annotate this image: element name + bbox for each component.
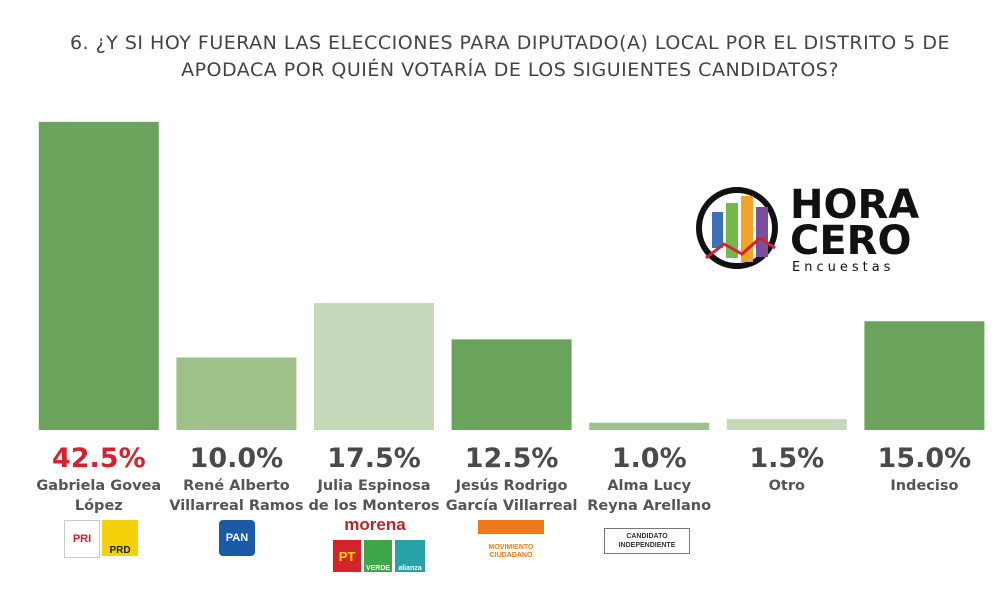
logo-bar xyxy=(756,207,768,257)
category-label: Julia Espinosa de los Monteros xyxy=(308,478,440,514)
value-label: 17.5% xyxy=(327,443,421,474)
category-label: Indeciso xyxy=(890,478,959,494)
bar xyxy=(726,419,847,430)
chart-title: 6. ¿Y SI HOY FUERAN LAS ELECCIONES PARA … xyxy=(69,32,951,81)
party-logo: PT xyxy=(333,540,361,572)
logo-bar xyxy=(712,212,723,248)
value-label: 42.5% xyxy=(51,443,146,474)
logo-bar xyxy=(726,203,738,258)
party-logo: PRD xyxy=(102,520,138,556)
bar xyxy=(589,422,710,430)
value-label: 1.0% xyxy=(611,443,687,474)
value-label: 15.0% xyxy=(877,443,972,474)
bar xyxy=(38,121,159,430)
party-logo: MOVIMIENTO CIUDADANO xyxy=(478,520,544,560)
brand-name: CERO xyxy=(790,218,911,264)
category-label: Alma Lucy Reyna Arellano xyxy=(587,478,712,514)
party-logo: PRI xyxy=(64,520,100,558)
category-label: Otro xyxy=(768,478,805,494)
brand-name: HORA xyxy=(790,182,919,228)
brand-logo: HORA CERO Encuestas xyxy=(696,182,919,275)
category-label: René Alberto Villarreal Ramos xyxy=(169,478,304,514)
value-label: 1.5% xyxy=(749,443,825,474)
bar xyxy=(864,321,985,430)
logo-line xyxy=(705,236,776,260)
brand-tagline: Encuestas xyxy=(792,260,894,275)
party-logo: CANDIDATO INDEPENDIENTE xyxy=(604,528,690,554)
category-label: Gabriela Govea López xyxy=(36,478,162,514)
party-logo: alianza xyxy=(395,540,425,572)
category-label: Jesús Rodrigo García Villarreal xyxy=(445,478,578,514)
value-label: 10.0% xyxy=(189,443,284,474)
bar xyxy=(451,339,572,430)
value-label: 12.5% xyxy=(464,443,559,474)
bar xyxy=(314,303,434,430)
bar xyxy=(176,357,297,430)
party-logo: VERDE xyxy=(364,540,392,572)
party-logo: morena xyxy=(344,515,406,534)
party-logo: PAN xyxy=(219,520,255,556)
